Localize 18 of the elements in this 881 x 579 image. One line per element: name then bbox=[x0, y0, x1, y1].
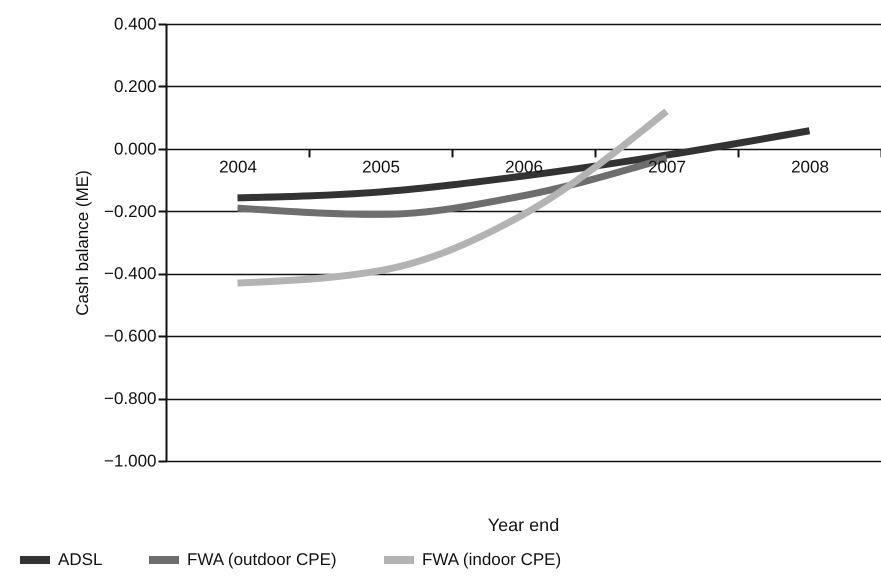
legend-label: ADSL bbox=[58, 550, 102, 569]
y-tick-label: −0.200 bbox=[104, 202, 156, 221]
x-tick-label: 2008 bbox=[791, 157, 829, 176]
y-tick-label: 0.400 bbox=[114, 14, 156, 34]
y-tick-label: −0.600 bbox=[104, 326, 156, 346]
x-tick-label: 2004 bbox=[219, 157, 257, 176]
legend-label: FWA (indoor CPE) bbox=[422, 550, 562, 569]
legend-label: FWA (outdoor CPE) bbox=[187, 550, 337, 569]
y-axis-title: Cash balance (ME) bbox=[73, 170, 92, 316]
y-tick-label: 0.000 bbox=[114, 139, 156, 158]
y-tick-label: −1.000 bbox=[104, 452, 156, 470]
y-tick-label: −0.400 bbox=[104, 264, 156, 284]
x-tick-label: 2007 bbox=[648, 157, 686, 176]
x-tick-label: 2005 bbox=[362, 157, 400, 176]
x-tick-label: 2006 bbox=[505, 157, 543, 176]
x-axis-title: Year end bbox=[488, 515, 560, 535]
y-tick-label: 0.200 bbox=[114, 76, 156, 96]
y-tick-label: −0.800 bbox=[104, 389, 156, 408]
